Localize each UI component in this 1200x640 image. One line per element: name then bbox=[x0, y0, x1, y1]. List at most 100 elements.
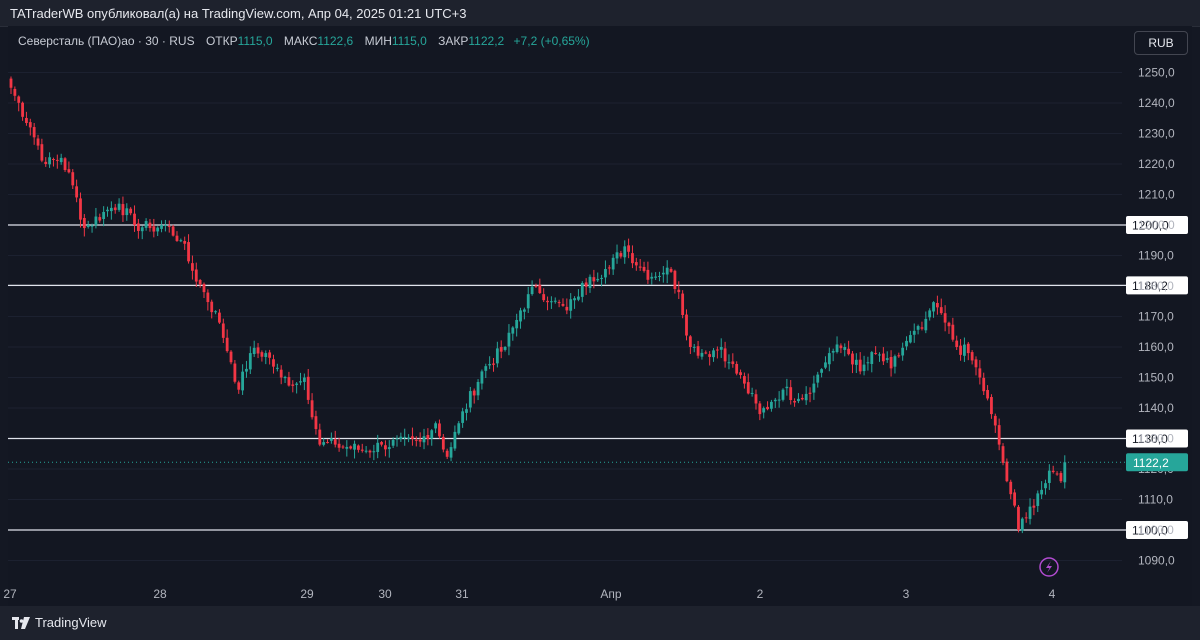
candle bbox=[484, 363, 488, 379]
candle-body bbox=[851, 353, 854, 365]
candle bbox=[619, 250, 623, 259]
candle bbox=[488, 356, 492, 370]
candle bbox=[372, 444, 376, 461]
candle-body bbox=[55, 159, 59, 161]
candle-body bbox=[144, 221, 148, 228]
candle bbox=[1020, 517, 1024, 534]
candle bbox=[414, 436, 418, 447]
candle-body bbox=[993, 415, 997, 426]
candle bbox=[1047, 464, 1051, 490]
candle bbox=[538, 278, 542, 294]
candle bbox=[1024, 512, 1028, 523]
candle-body bbox=[804, 393, 808, 401]
candle bbox=[40, 138, 44, 163]
candle-body bbox=[295, 383, 299, 385]
candle-body bbox=[1013, 492, 1016, 506]
candle bbox=[468, 386, 472, 413]
candle bbox=[781, 388, 785, 402]
candle bbox=[688, 335, 692, 354]
candle-body bbox=[40, 144, 44, 161]
candle-body bbox=[360, 449, 364, 451]
candle-body bbox=[661, 272, 665, 275]
candle-body bbox=[847, 348, 851, 355]
candle-body bbox=[349, 446, 353, 449]
candle-body bbox=[619, 253, 623, 257]
candle-body bbox=[631, 253, 634, 264]
candle-body bbox=[499, 347, 503, 352]
candle-body bbox=[743, 376, 746, 384]
candle bbox=[550, 296, 553, 309]
candle bbox=[715, 346, 719, 359]
candle-body bbox=[827, 353, 831, 365]
candle-body bbox=[194, 269, 198, 282]
candle-body bbox=[1051, 470, 1055, 473]
currency-button[interactable]: RUB bbox=[1134, 31, 1188, 55]
publisher-text: TATraderWB опубликовал(а) на TradingView… bbox=[10, 6, 467, 21]
candle-body bbox=[1024, 517, 1028, 519]
tradingview-logo[interactable]: TradingView bbox=[12, 615, 107, 630]
candle-body bbox=[908, 335, 912, 343]
candle-body bbox=[646, 269, 650, 280]
candle bbox=[1051, 465, 1055, 474]
candle bbox=[723, 341, 727, 368]
candle-body bbox=[268, 352, 272, 358]
candle-body bbox=[380, 442, 383, 445]
candle-body bbox=[704, 352, 708, 354]
candle-body bbox=[32, 127, 36, 138]
candle bbox=[885, 351, 889, 363]
level-label: 1130,0 bbox=[1132, 432, 1168, 446]
candle bbox=[187, 234, 190, 264]
candle-body bbox=[260, 352, 264, 357]
symbol-name[interactable]: Северсталь (ПАО)ао · 30 · RUS bbox=[18, 34, 195, 48]
candle bbox=[854, 353, 858, 374]
candle bbox=[299, 372, 302, 386]
candle-body bbox=[476, 381, 480, 396]
candle-body bbox=[696, 346, 700, 356]
candle bbox=[1017, 504, 1020, 533]
candle-body bbox=[673, 270, 677, 289]
candle bbox=[214, 310, 217, 315]
candle bbox=[1036, 490, 1040, 513]
candle-body bbox=[735, 363, 739, 374]
candle bbox=[17, 95, 21, 112]
open-label: ОТКР bbox=[205, 34, 238, 48]
candle bbox=[384, 440, 387, 457]
candle-body bbox=[113, 207, 117, 211]
candle-body bbox=[607, 267, 611, 269]
candle bbox=[399, 432, 403, 442]
candle bbox=[245, 360, 248, 378]
candle-body bbox=[403, 436, 407, 438]
candle-body bbox=[592, 277, 596, 282]
candle bbox=[82, 214, 86, 237]
candle bbox=[692, 343, 696, 353]
candle bbox=[924, 311, 928, 334]
candle-body bbox=[1055, 473, 1059, 475]
candle-body bbox=[434, 423, 437, 429]
candle bbox=[221, 318, 225, 343]
candle-body bbox=[1044, 483, 1047, 489]
candle-body bbox=[140, 227, 144, 232]
candle bbox=[225, 329, 229, 353]
candle-body bbox=[82, 217, 86, 229]
candle bbox=[970, 350, 974, 365]
candle-body bbox=[291, 384, 295, 386]
candle bbox=[569, 293, 573, 319]
low-label: МИН bbox=[364, 34, 392, 48]
candle bbox=[349, 445, 353, 450]
candle bbox=[291, 380, 295, 393]
candle-body bbox=[561, 303, 565, 306]
candle bbox=[480, 369, 484, 390]
candle bbox=[256, 343, 260, 359]
lightning-icon[interactable] bbox=[1039, 557, 1059, 577]
candle bbox=[44, 157, 48, 167]
candle bbox=[955, 335, 959, 350]
candle-body bbox=[959, 345, 962, 355]
candle-body bbox=[746, 382, 750, 394]
x-tick-label: 31 bbox=[455, 587, 469, 601]
close-value: 1122,2 bbox=[468, 34, 505, 48]
candle-body bbox=[600, 277, 603, 279]
candle-body bbox=[449, 447, 453, 458]
candle bbox=[1044, 479, 1047, 495]
candle-body bbox=[1020, 518, 1024, 531]
